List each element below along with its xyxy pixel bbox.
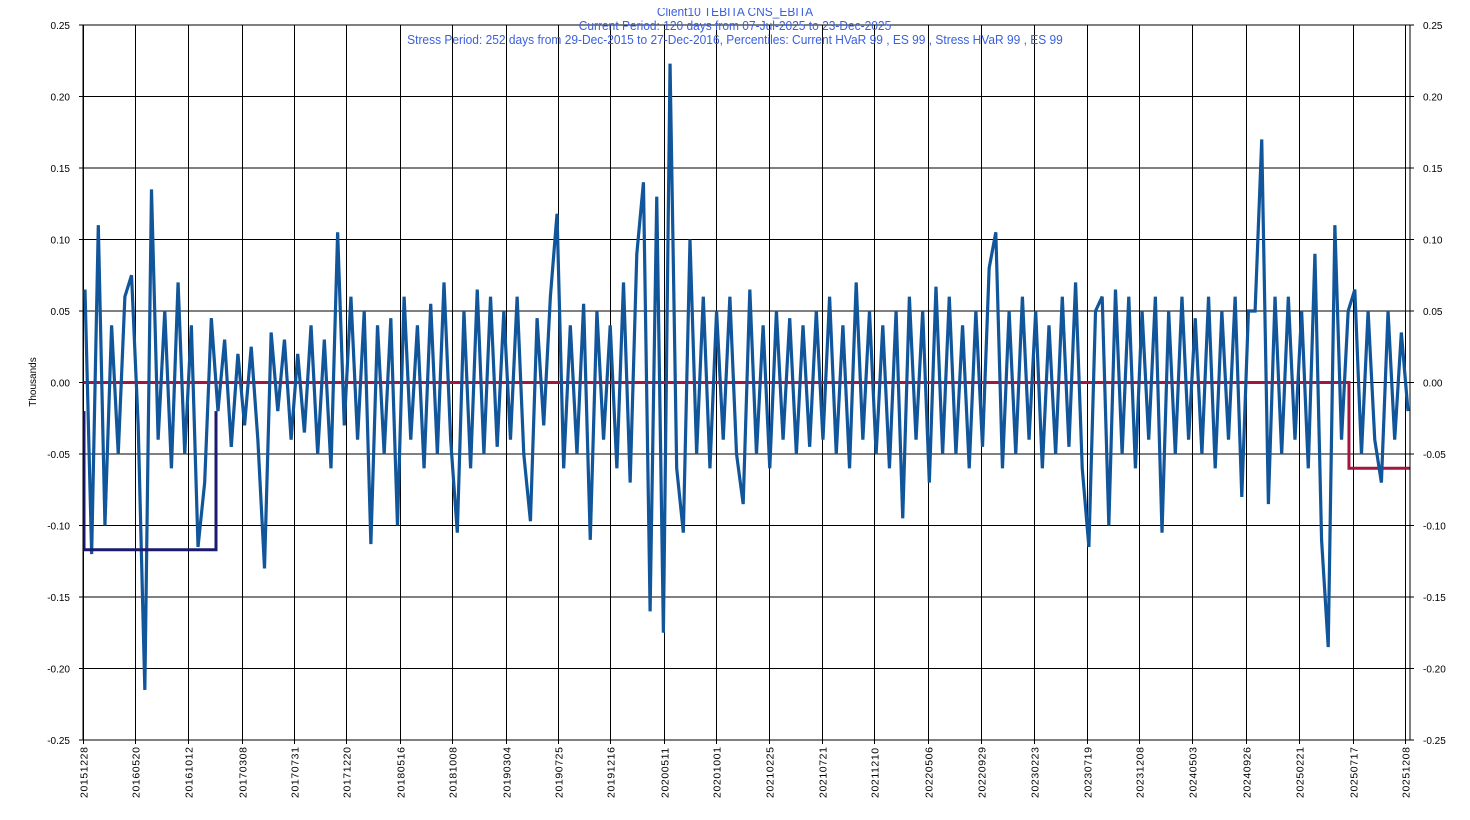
y-tick-label-right: 0.15 xyxy=(1423,164,1443,175)
chart-subtitle-current: Current Period: 120 days from 07-Jul-202… xyxy=(578,18,892,33)
x-tick-label: 20250221 xyxy=(1295,746,1307,798)
y-tick-label-right: 0.05 xyxy=(1423,307,1443,318)
x-tick-label: 20200511 xyxy=(660,747,672,798)
y-tick-label-right: 0.10 xyxy=(1423,236,1443,247)
y-tick-label-right: -0.15 xyxy=(1423,593,1446,604)
y-tick-label-right: 0.20 xyxy=(1423,93,1443,104)
y-tick-label-left: 0.10 xyxy=(51,236,71,247)
y-tick-label-left: 0.00 xyxy=(51,379,71,390)
chart-title: Client10 TEBITA CNS_EBITA xyxy=(656,8,814,19)
x-tick-label: 20180516 xyxy=(396,746,408,798)
x-tick-label: 20230719 xyxy=(1083,746,1095,798)
x-tick-label: 20151228 xyxy=(79,746,91,798)
x-tick-label: 20170731 xyxy=(290,746,302,798)
y-axis-labels: 0.25 0.25 0.20 0.20 0.15 0.15 0.10 0.10 0.05 0.05… xyxy=(47,21,1446,747)
y-tick-label-right: 0.00 xyxy=(1423,379,1443,390)
y-tick-label-right: -0.20 xyxy=(1423,665,1446,676)
y-tick-label-left: 0.25 xyxy=(51,21,71,32)
x-tick-label: 20211210 xyxy=(870,747,882,798)
x-tick-label: 20190304 xyxy=(502,746,514,798)
y-tick-label-right: -0.25 xyxy=(1423,736,1446,747)
x-tick-label: 20220929 xyxy=(977,746,989,798)
x-tick-label: 20230223 xyxy=(1030,746,1042,798)
y-tick-label-left: -0.05 xyxy=(47,450,70,461)
y-tick-label-left: -0.10 xyxy=(47,522,70,533)
x-tick-label: 20240926 xyxy=(1242,746,1254,798)
x-tick-label: 20201001 xyxy=(712,746,724,798)
x-tick-label: 20160520 xyxy=(131,746,143,798)
chart-subtitle-stress: Stress Period: 252 days from 29-Dec-2015… xyxy=(407,32,1063,47)
x-tick-label: 20210721 xyxy=(818,746,830,798)
x-tick-label: 20231208 xyxy=(1135,746,1147,798)
x-tick-label: 20190725 xyxy=(554,746,566,798)
y-tick-label-right: -0.05 xyxy=(1423,450,1446,461)
plot-frame xyxy=(82,24,1411,741)
x-tick-label: 20161012 xyxy=(184,746,196,798)
y-axis-title: Thousands xyxy=(28,357,39,406)
x-axis-labels: 20151228 20160520 20161012 20170308 20170731… xyxy=(79,746,1413,798)
y-tick-label-left: -0.25 xyxy=(47,736,70,747)
y-tick-label-right: 0.25 xyxy=(1423,21,1443,32)
y-tick-label-left: 0.05 xyxy=(51,307,71,318)
x-tick-label: 20171220 xyxy=(342,746,354,798)
series-layer xyxy=(82,63,1411,691)
x-tick-label: 20191216 xyxy=(606,746,618,798)
x-tick-label: 20170308 xyxy=(238,746,250,798)
x-tick-label: 20181008 xyxy=(448,746,460,798)
x-tick-label: 20240503 xyxy=(1188,746,1200,798)
x-tick-label: 20220506 xyxy=(924,746,936,798)
y-tick-label-right: -0.10 xyxy=(1423,522,1446,533)
pnl-series-line xyxy=(83,63,1410,690)
x-tick-label: 20250717 xyxy=(1349,746,1361,798)
y-tick-label-left: -0.20 xyxy=(47,665,70,676)
chart-title-block: Client10 TEBITA CNS_EBITA Current Period… xyxy=(300,8,1170,48)
x-tick-label: 20210225 xyxy=(765,746,777,798)
stress-hvar-line xyxy=(82,411,218,552)
x-tick-label: 20251208 xyxy=(1401,746,1413,798)
y-tick-label-left: -0.15 xyxy=(47,593,70,604)
y-tick-label-left: 0.20 xyxy=(51,93,71,104)
y-tick-label-left: 0.15 xyxy=(51,164,71,175)
